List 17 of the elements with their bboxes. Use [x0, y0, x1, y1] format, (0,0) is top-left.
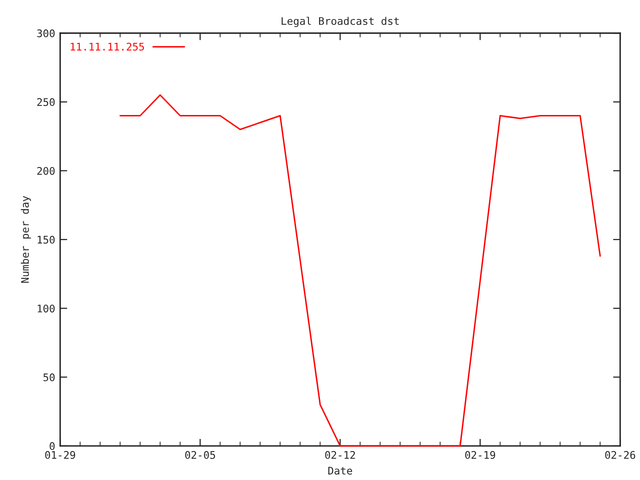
- x-tick-label: 01-29: [45, 451, 76, 459]
- chart-title: Legal Broadcast dst: [282, 16, 399, 28]
- y-tick-label: 0: [50, 442, 55, 450]
- y-tick-label: 150: [38, 236, 55, 244]
- x-tick-label: 02-19: [465, 451, 496, 459]
- y-tick-label: 250: [37, 98, 55, 106]
- line-series: [119, 94, 601, 447]
- y-tick-label: 100: [38, 304, 55, 312]
- y-tick-label: 50: [43, 373, 55, 382]
- y-axis-title: Number per day: [20, 196, 31, 283]
- x-tick-label: 02-05: [185, 451, 216, 459]
- y-tick-label: 200: [37, 166, 55, 175]
- x-tick-label: 02-12: [325, 451, 355, 459]
- x-tick-label: 02-26: [605, 451, 636, 459]
- x-axis-title: Date: [328, 466, 352, 475]
- legend-label: 11.11.11.255: [70, 42, 144, 51]
- y-tick-label: 300: [37, 29, 55, 38]
